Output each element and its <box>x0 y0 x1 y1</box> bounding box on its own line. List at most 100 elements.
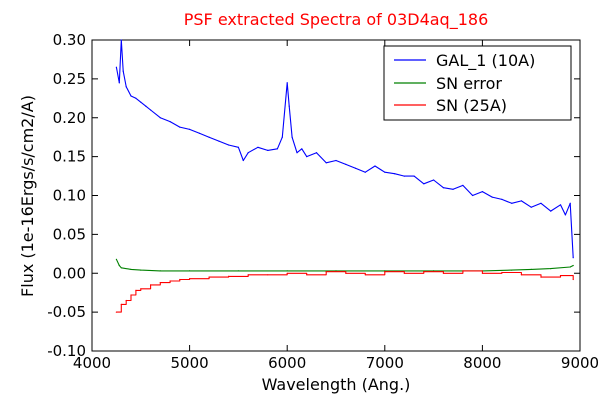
y-tick-label: -0.05 <box>47 303 86 321</box>
data-point <box>520 274 523 276</box>
data-point <box>150 284 152 286</box>
data-point <box>433 179 435 181</box>
data-point <box>189 128 191 130</box>
data-point <box>569 266 571 268</box>
data-point <box>403 272 405 274</box>
y-tick-label: -0.10 <box>47 342 86 360</box>
data-point <box>306 156 308 158</box>
data-point <box>115 311 117 313</box>
data-point <box>306 274 308 276</box>
data-point <box>118 264 120 267</box>
x-tick-label: 9000 <box>561 354 599 372</box>
data-point <box>354 167 357 169</box>
data-point <box>135 289 137 291</box>
data-point <box>462 270 464 272</box>
data-point <box>550 268 552 270</box>
data-point <box>237 270 239 272</box>
data-point <box>572 257 574 259</box>
series-line-sn <box>116 270 574 313</box>
data-point <box>501 198 503 200</box>
data-point <box>135 97 137 99</box>
data-point <box>569 202 571 204</box>
y-tick-label: 0.15 <box>53 148 86 166</box>
data-point <box>286 272 288 274</box>
x-axis-label: Wavelength (Ang.) <box>262 375 411 394</box>
data-point <box>291 136 293 138</box>
data-point <box>540 276 542 278</box>
data-point <box>115 66 117 68</box>
data-point <box>491 196 493 198</box>
data-point <box>315 152 318 154</box>
data-point <box>301 148 303 150</box>
data-point <box>442 187 444 189</box>
data-point <box>325 162 327 164</box>
x-tick-label: 4000 <box>73 354 111 372</box>
data-point <box>242 159 244 162</box>
data-point <box>189 270 191 272</box>
y-tick-label: 0.00 <box>53 264 86 282</box>
data-point <box>481 272 483 274</box>
data-point <box>189 278 191 280</box>
data-point <box>564 214 567 216</box>
y-tick-label: 0.25 <box>53 70 86 88</box>
y-tick-label: 0.30 <box>53 31 86 49</box>
y-tick-label: 0.20 <box>53 109 86 127</box>
data-point <box>559 204 562 206</box>
data-point <box>286 82 288 84</box>
data-point <box>125 86 127 88</box>
data-point <box>530 268 532 270</box>
legend-label-sn: SN (25A) <box>436 96 507 115</box>
data-point <box>281 136 283 138</box>
data-point <box>120 267 122 269</box>
data-point <box>140 269 142 271</box>
series-line-gal <box>115 39 574 258</box>
data-point <box>198 132 200 134</box>
data-point <box>501 271 503 274</box>
data-point <box>169 121 171 123</box>
data-point <box>169 280 171 282</box>
data-point <box>228 275 230 277</box>
data-point <box>472 194 474 197</box>
data-point <box>442 272 444 274</box>
ticks-layer: 4000 5000 6000 7000 8000 9000 -0.10 -0.05 0.00 0.… <box>47 31 599 372</box>
data-point <box>345 163 347 165</box>
data-point <box>257 146 259 148</box>
x-tick-label: 5000 <box>171 354 209 372</box>
data-point <box>364 274 366 276</box>
data-point <box>120 39 122 41</box>
data-point <box>130 268 132 270</box>
data-point <box>364 171 366 173</box>
data-point <box>130 95 132 97</box>
data-point <box>423 183 425 185</box>
data-point <box>452 188 454 190</box>
data-point <box>540 202 542 204</box>
data-point <box>335 159 337 162</box>
data-point <box>247 274 249 276</box>
data-point <box>118 82 120 84</box>
data-point <box>115 258 117 260</box>
x-tick-label: 6000 <box>268 354 306 372</box>
data-point <box>423 271 425 273</box>
data-point <box>140 101 142 103</box>
data-point <box>394 173 396 175</box>
series-line-sn-error <box>115 259 574 272</box>
chart-title: PSF extracted Spectra of 03D4aq_186 <box>184 10 489 30</box>
data-point <box>150 109 152 111</box>
data-point <box>288 105 290 107</box>
data-point <box>218 140 220 142</box>
data-point <box>286 270 288 272</box>
data-point <box>511 202 513 204</box>
data-point <box>179 278 181 281</box>
y-tick-label: 0.10 <box>53 187 86 205</box>
legend-label-sn-error: SN error <box>436 74 502 93</box>
data-point <box>572 278 574 281</box>
legend-label-gal: GAL_1 (10A) <box>436 51 535 71</box>
series-layer <box>115 39 574 313</box>
data-point <box>530 206 532 208</box>
data-point <box>572 264 574 267</box>
data-point <box>384 271 386 273</box>
data-point <box>550 210 552 212</box>
data-point <box>208 276 210 278</box>
data-point <box>125 299 127 302</box>
